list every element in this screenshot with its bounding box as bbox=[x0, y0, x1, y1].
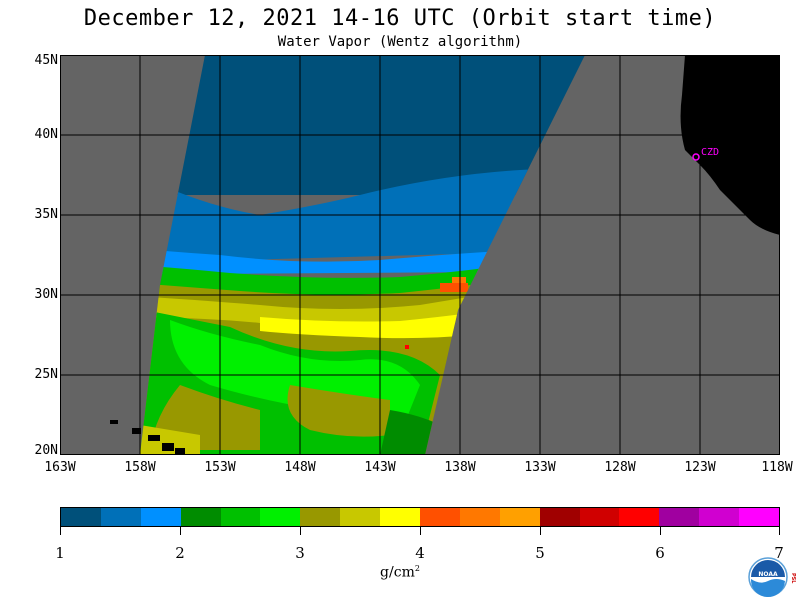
colorbar-label-6: 6 bbox=[655, 544, 665, 562]
lon-label-118w: 118W bbox=[761, 460, 793, 475]
noaa-logo-text: NOAA bbox=[758, 571, 778, 578]
colorbar-segment-6 bbox=[260, 508, 301, 526]
colorbar-segment-3 bbox=[140, 508, 181, 526]
colorbar-segment-8 bbox=[340, 508, 381, 526]
colorbar-units: g/cm2 bbox=[380, 564, 420, 581]
colorbar-segment-18 bbox=[739, 508, 780, 526]
lon-label-133w: 133W bbox=[524, 460, 556, 475]
chart-subtitle: Water Vapor (Wentz algorithm) bbox=[277, 34, 523, 50]
colorbar-segment-10 bbox=[420, 508, 460, 526]
colorbar-tick bbox=[300, 527, 301, 535]
colorbar-tick bbox=[420, 527, 421, 535]
colorbar-segment-17 bbox=[699, 508, 740, 526]
colorbar-label-2: 2 bbox=[175, 544, 185, 562]
lon-label-128w: 128W bbox=[604, 460, 636, 475]
station-label: CZD bbox=[701, 147, 719, 158]
colorbar-segment-4 bbox=[180, 508, 221, 526]
lat-label-20n: 20N bbox=[34, 443, 58, 458]
colorbar-segment-9 bbox=[380, 508, 421, 526]
lon-label-163w: 163W bbox=[44, 460, 76, 475]
lon-label-123w: 123W bbox=[684, 460, 716, 475]
psl-logo-text: PSL bbox=[790, 573, 796, 584]
colorbar-label-4: 4 bbox=[415, 544, 425, 562]
lat-label-25n: 25N bbox=[34, 367, 58, 382]
colorbar-segment-7 bbox=[300, 508, 341, 526]
colorbar-segment-5 bbox=[220, 508, 261, 526]
colorbar-segment-15 bbox=[619, 508, 660, 526]
chart-title: December 12, 2021 14-16 UTC (Orbit start… bbox=[83, 6, 717, 31]
water-vapor-map: CZD bbox=[60, 55, 780, 455]
colorbar-label-7: 7 bbox=[774, 544, 784, 562]
colorbar-segment-16 bbox=[659, 508, 700, 526]
lon-label-148w: 148W bbox=[284, 460, 316, 475]
colorbar-label-1: 1 bbox=[55, 544, 65, 562]
colorbar bbox=[60, 507, 780, 527]
lon-label-143w: 143W bbox=[364, 460, 396, 475]
station-marker: CZD bbox=[692, 147, 719, 161]
land-mass bbox=[680, 55, 780, 235]
graticule bbox=[60, 55, 780, 455]
colorbar-label-5: 5 bbox=[535, 544, 545, 562]
colorbar-tick bbox=[779, 527, 780, 535]
lon-label-138w: 138W bbox=[444, 460, 476, 475]
lat-label-35n: 35N bbox=[34, 207, 58, 222]
colorbar-segment-14 bbox=[579, 508, 620, 526]
colorbar-segment-12 bbox=[499, 508, 540, 526]
colorbar-segment-11 bbox=[459, 508, 500, 526]
colorbar-tick bbox=[180, 527, 181, 535]
lat-label-45n: 45N bbox=[34, 53, 58, 68]
noaa-logo: NOAA PSL bbox=[748, 555, 798, 604]
colorbar-segment-1 bbox=[61, 508, 101, 526]
satellite-swath bbox=[140, 55, 585, 455]
colorbar-tick bbox=[60, 527, 61, 535]
lat-label-30n: 30N bbox=[34, 287, 58, 302]
lat-label-40n: 40N bbox=[34, 127, 58, 142]
colorbar-segment-2 bbox=[100, 508, 141, 526]
colorbar-tick bbox=[660, 527, 661, 535]
lon-label-153w: 153W bbox=[204, 460, 236, 475]
colorbar-tick bbox=[540, 527, 541, 535]
hawaii-islands bbox=[110, 420, 185, 455]
lon-label-158w: 158W bbox=[124, 460, 156, 475]
colorbar-label-3: 3 bbox=[295, 544, 305, 562]
colorbar-segment-13 bbox=[539, 508, 580, 526]
